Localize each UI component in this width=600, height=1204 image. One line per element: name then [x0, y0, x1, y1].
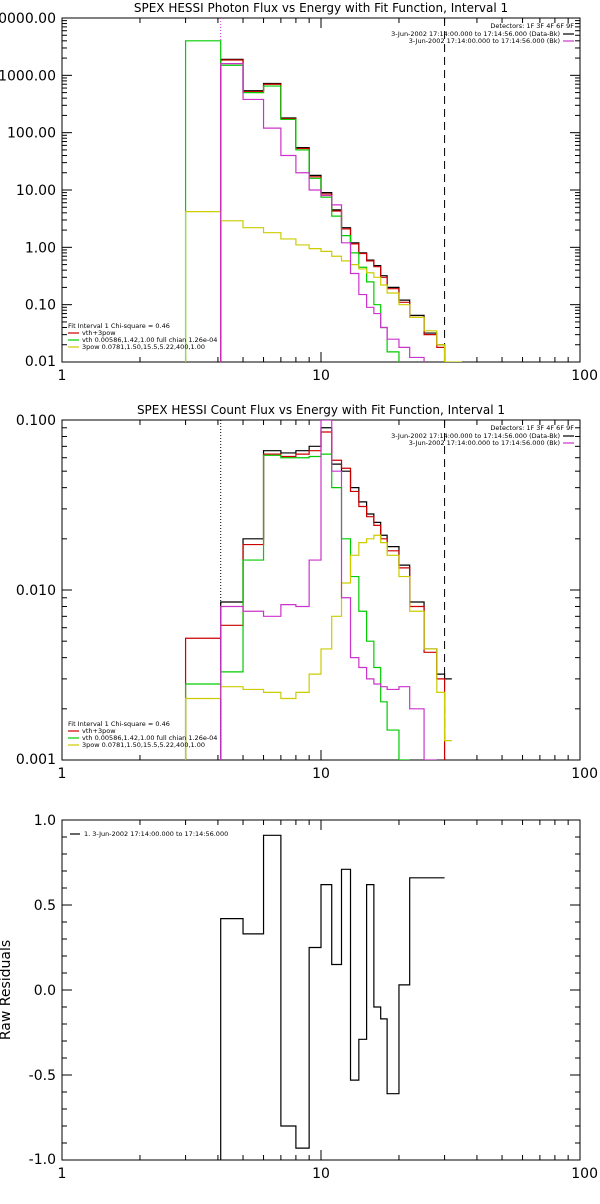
series-line-2: [184, 431, 446, 760]
series-line-4: [184, 211, 462, 362]
chart-title: SPEX HESSI Count Flux vs Energy with Fit…: [137, 403, 505, 417]
legend-item-label: vth 0.00586,1.42,1.00 full chian 1.26e-0…: [82, 336, 217, 344]
interval-label: 3-Jun-2002 17:14:00.000 to 17:14:56.000 …: [409, 37, 560, 45]
series-line-4: [184, 534, 452, 760]
plot-area: [184, 420, 452, 760]
legend-item-label: 1. 3-Jun-2002 17:14:00.000 to 17:14:56.0…: [84, 830, 228, 838]
interval-label: 3-Jun-2002 17:14:00.000 to 17:14:56.000 …: [391, 432, 560, 440]
legend-item-label: 3pow 0.0781,1.50,15.5,5.22,400,1.00: [82, 343, 205, 351]
y-tick-label: 100.00: [7, 126, 56, 142]
y-tick-label: 1000.00: [0, 68, 56, 84]
y-tick-label: 0.01: [25, 354, 56, 370]
y-tick-label: 1.0: [34, 813, 56, 829]
series-line-1: [220, 834, 445, 1160]
legend-header: Fit Interval 1 Chi-square = 0.46: [68, 322, 170, 330]
legend-header: Fit Interval 1 Chi-square = 0.46: [68, 720, 170, 728]
legend-item-label: vth+3pow: [82, 727, 116, 735]
chart-title: SPEX HESSI Photon Flux vs Energy with Fi…: [134, 1, 508, 15]
interval-label: 3-Jun-2002 17:14:00.000 to 17:14:56.000 …: [391, 30, 560, 38]
y-tick-label: 0.10: [25, 298, 56, 314]
y-tick-label: 0.010: [16, 583, 56, 599]
x-tick-label: 1: [58, 1166, 67, 1182]
legend-item-label: vth+3pow: [82, 329, 116, 337]
x-tick-label: 10: [312, 1166, 330, 1182]
legend-item-label: vth 0.00586,1.42,1.00 full chian 1.26e-0…: [82, 734, 217, 742]
x-tick-label: 1: [58, 368, 67, 384]
series-line-5: [220, 420, 437, 760]
y-tick-label: 0.001: [16, 752, 56, 768]
detectors-label: Detectors: 1F 3F 4F 6F 9F: [490, 22, 574, 30]
y-tick-label: 0.0: [34, 983, 56, 999]
chart-panel-1: SPEX HESSI Photon Flux vs Energy with Fi…: [0, 1, 598, 384]
series-line-3: [184, 40, 411, 362]
x-tick-label: 1: [58, 766, 67, 782]
y-tick-label: 10.00: [16, 183, 56, 199]
y-tick-label: 1.00: [25, 240, 56, 256]
x-tick-label: 100: [571, 368, 598, 384]
y-tick-label: 0.100: [16, 413, 56, 429]
plot-frame: [61, 819, 581, 1161]
plot-area: [220, 834, 445, 1160]
series-line-2: [220, 59, 446, 362]
chart-panel-2: SPEX HESSI Count Flux vs Energy with Fit…: [16, 403, 598, 782]
y-tick-label: -1.0: [29, 1152, 56, 1168]
y-axis-label: Raw Residuals: [0, 940, 14, 1040]
chart-panel-3: 1 10 100 1.0 0.5 0.0 -0.5 -1.0 Raw Residuals 1. 3…: [0, 813, 598, 1182]
plot-area: [184, 18, 462, 362]
x-tick-label: 10: [312, 368, 330, 384]
interval-label: 3-Jun-2002 17:14:00.000 to 17:14:56.000 …: [409, 439, 560, 447]
y-tick-label: -0.5: [29, 1068, 56, 1084]
x-tick-label: 100: [571, 1166, 598, 1182]
y-tick-label: 0.5: [34, 898, 56, 914]
x-tick-label: 10: [312, 766, 330, 782]
legend-item-label: 3pow 0.0781,1.50,15.5,5.22,400,1.00: [82, 741, 205, 749]
x-tick-label: 100: [571, 766, 598, 782]
series-line-5: [220, 63, 425, 362]
detectors-label: Detectors: 1F 3F 4F 6F 9F: [490, 424, 574, 432]
series-line-1: [220, 427, 452, 760]
